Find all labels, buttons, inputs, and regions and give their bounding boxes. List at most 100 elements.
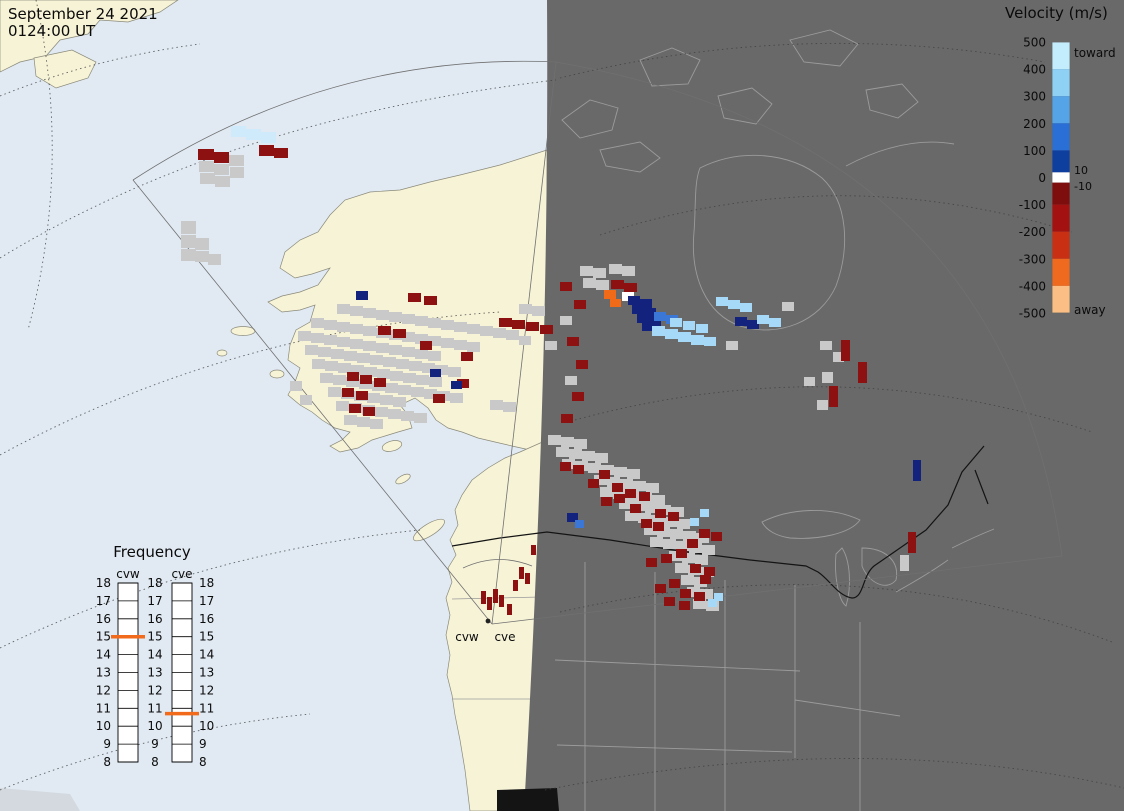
velocity-cell: [691, 335, 704, 345]
velocity-cell: [344, 351, 357, 361]
velocity-cell: [380, 395, 393, 405]
velocity-cell: [654, 312, 666, 321]
velocity-cell: [364, 367, 377, 377]
velocity-cell: [311, 333, 324, 343]
velocity-cell: [669, 579, 680, 588]
velocity-cell: [728, 300, 740, 309]
velocity-cell: [695, 555, 708, 565]
velocity-cell: [454, 322, 467, 332]
velocity-cell: [403, 373, 416, 383]
night-geography: [554, 29, 995, 811]
velocity-cell: [804, 377, 815, 386]
velocity-cells-layer: [181, 126, 921, 615]
velocity-cell: [181, 235, 196, 248]
velocity-cell: [507, 604, 512, 615]
velocity-cell: [493, 589, 498, 603]
velocity-cell: [735, 317, 747, 326]
radar-site-label-cve: cve: [494, 630, 515, 644]
frequency-scale-label: 11: [96, 701, 111, 715]
velocity-cell: [401, 411, 414, 421]
velocity-colorbar: 500 400 300 200 100 0 -100 -200 -300 -400 -500: [1019, 36, 1071, 321]
velocity-cell: [525, 573, 530, 584]
velocity-cell: [669, 551, 682, 561]
velocity-cell: [858, 362, 867, 383]
velocity-cell: [575, 520, 584, 528]
frequency-scale-label: 9: [151, 737, 159, 751]
frequency-scale-label: 18: [199, 576, 214, 590]
velocity-cell: [747, 320, 759, 329]
velocity-cell: [422, 363, 435, 373]
map-edge-gap: [497, 788, 559, 811]
velocity-cell: [208, 254, 221, 265]
velocity-cell: [454, 340, 467, 350]
velocity-cell: [702, 545, 715, 555]
velocity-cell: [690, 518, 699, 526]
velocity-cell: [678, 332, 691, 342]
velocity-cell: [424, 389, 437, 399]
velocity-cell: [461, 352, 473, 361]
velocity-cell: [624, 283, 637, 292]
velocity-cell: [350, 324, 363, 334]
velocity-cell: [370, 419, 383, 429]
velocity-cell: [622, 266, 635, 276]
velocity-cell: [596, 280, 609, 290]
velocity-cell: [628, 296, 640, 305]
velocity-cell: [195, 238, 209, 250]
velocity-cell: [560, 316, 572, 325]
velocity-cell: [583, 278, 596, 288]
velocity-cell: [690, 564, 701, 573]
velocity-cell: [506, 330, 519, 340]
velocity-cell: [274, 148, 288, 158]
velocity-cell: [588, 463, 601, 473]
graticule-line: [0, 311, 501, 456]
velocity-cell: [402, 347, 415, 357]
velocity-cell: [680, 589, 691, 598]
velocity-cell: [429, 377, 442, 387]
velocity-cell: [700, 509, 709, 517]
velocity-cell: [908, 532, 916, 553]
velocity-cell: [229, 155, 244, 166]
velocity-cell: [214, 164, 229, 175]
velocity-cell: [833, 352, 844, 362]
toward-label: toward: [1074, 46, 1116, 60]
frequency-scale-label: 10: [199, 719, 214, 733]
frequency-scale-label: 14: [199, 648, 214, 662]
velocity-cell: [487, 597, 492, 610]
velocity-cell: [396, 359, 409, 369]
near-zero-positive-label: 10: [1074, 164, 1088, 177]
fov-arc-cve: [555, 61, 1063, 557]
velocity-cell: [467, 324, 480, 334]
colorbar-tick-label: 0: [1038, 171, 1046, 185]
colorbar-segment: [1052, 172, 1070, 183]
velocity-cell: [655, 584, 666, 593]
velocity-cell: [512, 320, 525, 329]
arctic-island-outline: [717, 87, 773, 125]
time-label: 0124:00 UT: [8, 22, 96, 40]
colorbar-tick-label: -400: [1019, 279, 1046, 293]
velocity-cell: [637, 314, 649, 323]
velocity-cell: [415, 334, 428, 344]
velocity-cell: [614, 467, 627, 477]
velocity-cell: [428, 351, 441, 361]
colorbar-segment: [1052, 204, 1070, 232]
arctic-island-outline: [639, 47, 701, 87]
fov-near-range-arc: [462, 559, 533, 569]
velocity-cell: [708, 599, 717, 607]
arctic-island-outline: [561, 99, 619, 139]
frequency-scale-label: 12: [147, 683, 162, 697]
velocity-cell: [567, 337, 579, 346]
velocity-cell: [664, 517, 677, 527]
velocity-cell: [588, 479, 599, 488]
velocity-cell: [638, 513, 651, 523]
frequency-scale-label: 11: [147, 701, 162, 715]
frequency-scale-label: 17: [96, 594, 111, 608]
velocity-cell: [683, 321, 695, 330]
arctic-island-outline: [865, 83, 919, 119]
graticule: [0, 0, 1124, 791]
velocity-cell: [561, 437, 574, 447]
velocity-cell: [424, 296, 437, 305]
frequency-scale-label: 10: [96, 719, 111, 733]
radar-site-dot: [485, 618, 491, 624]
lake-huron-outline: [861, 547, 898, 586]
